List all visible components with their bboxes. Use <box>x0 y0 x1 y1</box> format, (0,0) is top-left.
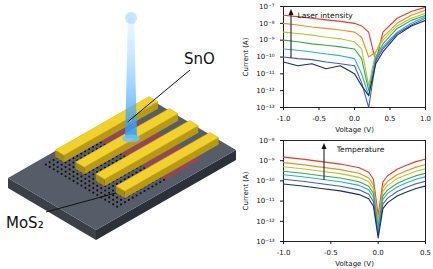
svg-text:10⁻¹¹: 10⁻¹¹ <box>256 197 274 205</box>
svg-text:-0.5: -0.5 <box>312 115 326 123</box>
svg-text:10⁻¹³: 10⁻¹³ <box>256 238 274 246</box>
svg-text:0.5: 0.5 <box>384 115 395 123</box>
svg-text:0.0: 0.0 <box>373 249 384 257</box>
svg-text:10⁻⁹: 10⁻⁹ <box>259 36 275 44</box>
svg-text:10⁻⁸: 10⁻⁸ <box>259 137 275 145</box>
svg-text:10⁻¹²: 10⁻¹² <box>256 87 274 95</box>
svg-text:Voltage (V): Voltage (V) <box>335 260 374 268</box>
svg-text:-1.0: -1.0 <box>277 249 291 257</box>
svg-text:MoS₂: MoS₂ <box>6 214 44 232</box>
svg-text:Temperature: Temperature <box>336 145 385 154</box>
svg-text:-0.5: -0.5 <box>324 249 338 257</box>
svg-text:-1.0: -1.0 <box>277 115 291 123</box>
svg-text:10⁻¹⁰: 10⁻¹⁰ <box>256 177 274 185</box>
svg-text:Current (A): Current (A) <box>242 171 250 210</box>
svg-text:10⁻⁹: 10⁻⁹ <box>259 157 275 165</box>
svg-text:1.0: 1.0 <box>420 115 431 123</box>
svg-text:Voltage (V): Voltage (V) <box>335 126 374 134</box>
svg-text:0.5: 0.5 <box>420 249 431 257</box>
svg-text:Laser intensity: Laser intensity <box>298 11 354 20</box>
svg-text:0.0: 0.0 <box>349 115 360 123</box>
svg-text:10⁻¹⁰: 10⁻¹⁰ <box>256 53 274 61</box>
svg-text:10⁻⁷: 10⁻⁷ <box>259 3 275 11</box>
svg-text:10⁻¹²: 10⁻¹² <box>256 218 274 226</box>
svg-text:Current (A): Current (A) <box>242 37 250 76</box>
svg-text:10⁻¹¹: 10⁻¹¹ <box>256 70 274 78</box>
svg-text:10⁻⁸: 10⁻⁸ <box>259 20 275 28</box>
svg-text:10⁻¹³: 10⁻¹³ <box>256 104 274 112</box>
svg-text:SnO: SnO <box>184 50 215 68</box>
